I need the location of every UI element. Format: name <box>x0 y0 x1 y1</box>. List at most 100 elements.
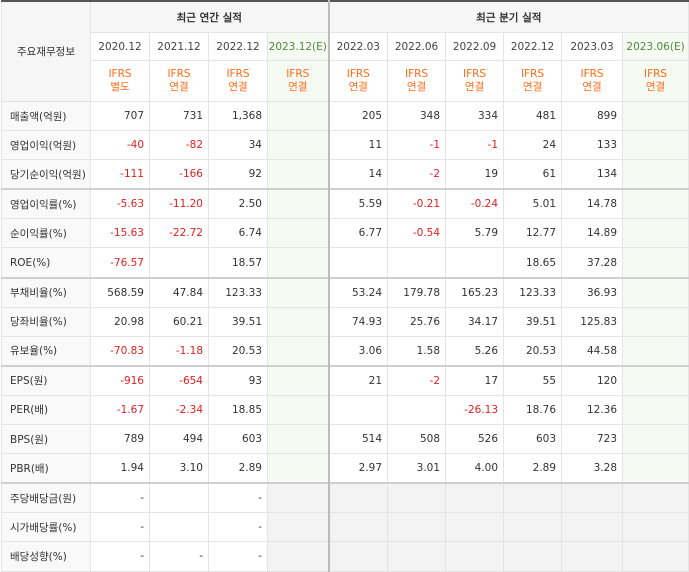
quarter-group-title: 최근 분기 실적 <box>328 0 689 33</box>
quarter-value-cell <box>622 394 689 426</box>
quarter-value-cell: 24 <box>503 130 563 161</box>
table-row: PER(배) -1.67 -2.34 18.85 -26.13 18.76 12.36 <box>1 394 689 426</box>
annual-value-cell: -22.72 <box>149 218 209 249</box>
ifrs-basis-label: IFRS 연결 <box>622 60 689 102</box>
annual-value-cell <box>266 424 330 455</box>
quarter-value-cell: 12.77 <box>503 218 563 249</box>
annual-value-cell: -2.34 <box>149 394 209 426</box>
quarter-value-cell: 134 <box>561 159 624 190</box>
quarter-value-cell: 20.53 <box>503 335 563 367</box>
table-row: ROE(%) -76.57 18.57 18.65 37.28 <box>1 247 689 279</box>
annual-value-cell: -76.57 <box>90 247 150 279</box>
table-row: 매출액(억원) 707 731 1,368 205 348 334 481 899 <box>1 100 689 132</box>
annual-value-cell: 568.59 <box>90 276 150 308</box>
quarter-value-cell <box>445 512 505 543</box>
table-row: 부채비율(%) 568.59 47.84 123.33 53.24 179.78 165.2… <box>1 276 689 308</box>
quarter-period-header: 2023.03 <box>561 32 624 61</box>
row-label: 주당배당금(원) <box>1 482 91 514</box>
annual-value-cell: - <box>90 512 150 543</box>
annual-period-header: 2023.12(E) <box>266 32 330 61</box>
annual-value-cell: - <box>208 512 268 543</box>
annual-value-cell <box>266 188 330 220</box>
quarter-value-cell: -2 <box>387 159 447 190</box>
annual-period-header: 2020.12 <box>90 32 150 61</box>
annual-value-cell <box>266 512 330 543</box>
ifrs-scope: 별도 <box>110 81 130 93</box>
ifrs-basis-label: IFRS 연결 <box>445 60 505 102</box>
quarter-value-cell <box>622 276 689 308</box>
quarter-value-cell <box>445 247 505 279</box>
ifrs-scope: 연결 <box>228 81 248 93</box>
table-row: 배당성향(%) - - - <box>1 541 689 572</box>
quarter-value-cell: 5.59 <box>328 188 389 220</box>
row-label: 당기순이익(억원) <box>1 159 91 190</box>
quarter-value-cell <box>622 482 689 514</box>
quarter-value-cell: 3.28 <box>561 453 624 484</box>
quarter-value-cell: 179.78 <box>387 276 447 308</box>
quarter-value-cell: -2 <box>387 364 447 396</box>
quarter-value-cell <box>387 247 447 279</box>
annual-value-cell: 731 <box>149 100 209 132</box>
annual-value-cell: -40 <box>90 130 150 161</box>
ifrs-scope: 연결 <box>645 81 666 93</box>
quarter-value-cell: -0.21 <box>387 188 447 220</box>
quarter-value-cell: 11 <box>328 130 389 161</box>
quarter-value-cell: -1 <box>445 130 505 161</box>
ifrs-standard: IFRS <box>643 68 668 80</box>
quarter-value-cell <box>622 453 689 484</box>
ifrs-basis-label: IFRS 연결 <box>561 60 624 102</box>
ifrs-scope: 연결 <box>169 81 189 93</box>
quarter-value-cell: 6.77 <box>328 218 389 249</box>
quarter-value-cell: 19 <box>445 159 505 190</box>
annual-value-cell: 494 <box>149 424 209 455</box>
annual-value-cell: 92 <box>208 159 268 190</box>
quarter-value-cell <box>328 247 389 279</box>
annual-period-header: 2021.12 <box>149 32 209 61</box>
quarter-value-cell: 55 <box>503 364 563 396</box>
row-label: PER(배) <box>1 394 91 426</box>
annual-value-cell: 39.51 <box>208 306 268 337</box>
row-label: 당좌비율(%) <box>1 306 91 337</box>
quarter-value-cell: -26.13 <box>445 394 505 426</box>
quarter-value-cell: -0.54 <box>387 218 447 249</box>
annual-value-cell: -15.63 <box>90 218 150 249</box>
ifrs-row: IFRS 별도 IFRS 연결 IFRS 연결 IFRS 연결 IFRS 연결 IFRS 연결 IFRS… <box>2 60 689 102</box>
quarter-value-cell <box>622 541 689 572</box>
annual-value-cell <box>266 247 330 279</box>
quarter-period-header: 2022.06 <box>387 32 447 61</box>
annual-value-cell: - <box>90 482 150 514</box>
quarter-value-cell: 508 <box>387 424 447 455</box>
quarter-value-cell <box>503 512 563 543</box>
quarter-value-cell: 14 <box>328 159 389 190</box>
quarter-value-cell: 133 <box>561 130 624 161</box>
quarter-value-cell: 899 <box>561 100 624 132</box>
annual-value-cell: 47.84 <box>149 276 209 308</box>
ifrs-standard: IFRS <box>404 68 429 80</box>
quarter-value-cell: 44.58 <box>561 335 624 367</box>
ifrs-basis-label: IFRS 별도 <box>90 60 150 102</box>
ifrs-standard: IFRS <box>462 68 487 80</box>
quarter-value-cell: 165.23 <box>445 276 505 308</box>
quarter-value-cell: 17 <box>445 364 505 396</box>
annual-value-cell <box>149 482 209 514</box>
annual-value-cell: - <box>90 541 150 572</box>
annual-value-cell <box>266 335 330 367</box>
quarter-value-cell: 481 <box>503 100 563 132</box>
quarter-value-cell: 3.06 <box>328 335 389 367</box>
quarter-value-cell: 723 <box>561 424 624 455</box>
quarter-value-cell <box>445 482 505 514</box>
annual-value-cell <box>266 482 330 514</box>
ifrs-basis-label: IFRS 연결 <box>149 60 209 102</box>
quarter-value-cell <box>328 541 389 572</box>
period-row: 2020.12 2021.12 2022.12 2023.12(E) 2022.03 20… <box>2 32 689 61</box>
annual-value-cell <box>266 130 330 161</box>
quarter-value-cell: -0.24 <box>445 188 505 220</box>
ifrs-basis-label: IFRS 연결 <box>328 60 389 102</box>
annual-value-cell: 20.53 <box>208 335 268 367</box>
annual-value-cell: -70.83 <box>90 335 150 367</box>
quarter-value-cell <box>622 130 689 161</box>
ifrs-scope: 연결 <box>406 81 427 93</box>
annual-value-cell: 603 <box>208 424 268 455</box>
quarter-value-cell <box>387 482 447 514</box>
annual-value-cell <box>149 512 209 543</box>
